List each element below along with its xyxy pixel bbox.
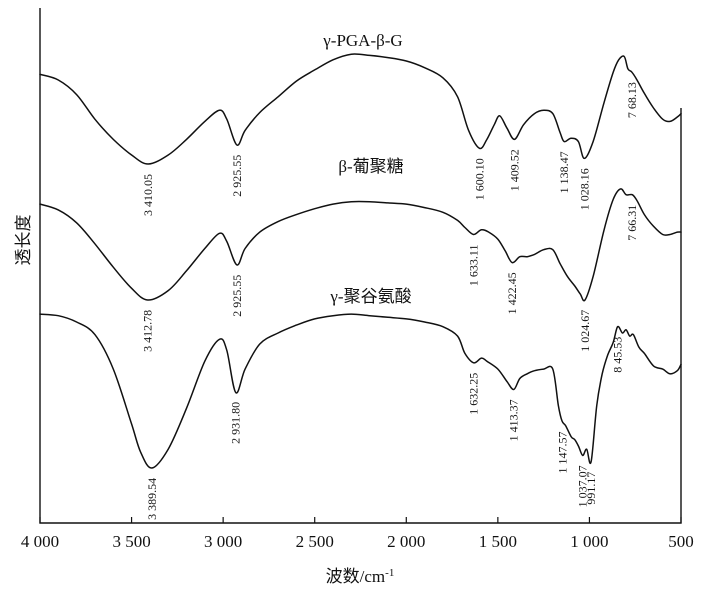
x-tick-label: 2 000 — [387, 532, 425, 551]
x-tick-label: 3 000 — [204, 532, 242, 551]
peak-labels: 3 410.05 2 925.55 1 600.10 1 409.52 1 138.47… — [141, 82, 640, 520]
axes-frame — [39, 8, 682, 524]
peak-label: 3 389.54 — [145, 478, 159, 520]
peak-label: 8 45.53 — [611, 337, 625, 373]
x-axis-label-text: 波数/cm — [326, 567, 386, 586]
series-labels: γ-PGA-β-G β-葡聚糖 γ-聚谷氨酸 — [322, 31, 411, 306]
series-trace — [39, 53, 682, 165]
peak-label: 1 138.47 — [557, 151, 571, 193]
x-tick-label: 1 000 — [570, 532, 608, 551]
plot-area: 4 000 3 500 3 000 2 500 2 000 1 500 1 000 500 γ… — [21, 8, 694, 551]
peak-label: 2 925.55 — [230, 155, 244, 197]
spectrum-traces — [39, 53, 682, 469]
x-tick-label: 4 000 — [21, 532, 59, 551]
series-name-label: γ-PGA-β-G — [322, 31, 402, 50]
peak-label: 1 024.67 — [578, 310, 592, 352]
peak-label: 1 028.16 — [577, 168, 591, 210]
peak-label: 1 422.45 — [505, 272, 519, 314]
series-name-label: γ-聚谷氨酸 — [329, 287, 411, 306]
peak-label: 7 66.31 — [625, 205, 639, 241]
x-axis-ticks: 4 000 3 500 3 000 2 500 2 000 1 500 1 000 500 — [21, 517, 694, 551]
x-axis-label: 波数/cm-1 — [326, 567, 395, 586]
x-tick-label: 1 500 — [479, 532, 517, 551]
peak-label: 1 147.57 — [555, 432, 569, 474]
x-tick-label: 500 — [668, 532, 694, 551]
x-tick-label: 3 500 — [112, 532, 150, 551]
peak-label: 991.17 — [584, 472, 598, 505]
series-trace — [39, 313, 682, 469]
peak-label: 1 632.25 — [467, 373, 481, 415]
series-name-label: β-葡聚糖 — [338, 157, 403, 176]
peak-label: 1 037.07 — [576, 465, 590, 507]
peak-label: 3 412.78 — [141, 310, 155, 352]
peak-label: 3 410.05 — [141, 174, 155, 216]
x-axis-label-superscript: -1 — [385, 567, 394, 579]
peak-label: 2 925.55 — [230, 275, 244, 317]
peak-label: 1 413.37 — [507, 399, 521, 441]
peak-label: 1 633.11 — [467, 245, 481, 287]
peak-label: 7 68.13 — [625, 82, 639, 118]
y-axis-label: 透长度 — [14, 215, 33, 266]
peak-label: 2 931.80 — [229, 402, 243, 444]
series-trace — [39, 188, 682, 302]
x-tick-label: 2 500 — [296, 532, 334, 551]
peak-label: 1 600.10 — [473, 158, 487, 200]
peak-label: 1 409.52 — [507, 149, 521, 191]
